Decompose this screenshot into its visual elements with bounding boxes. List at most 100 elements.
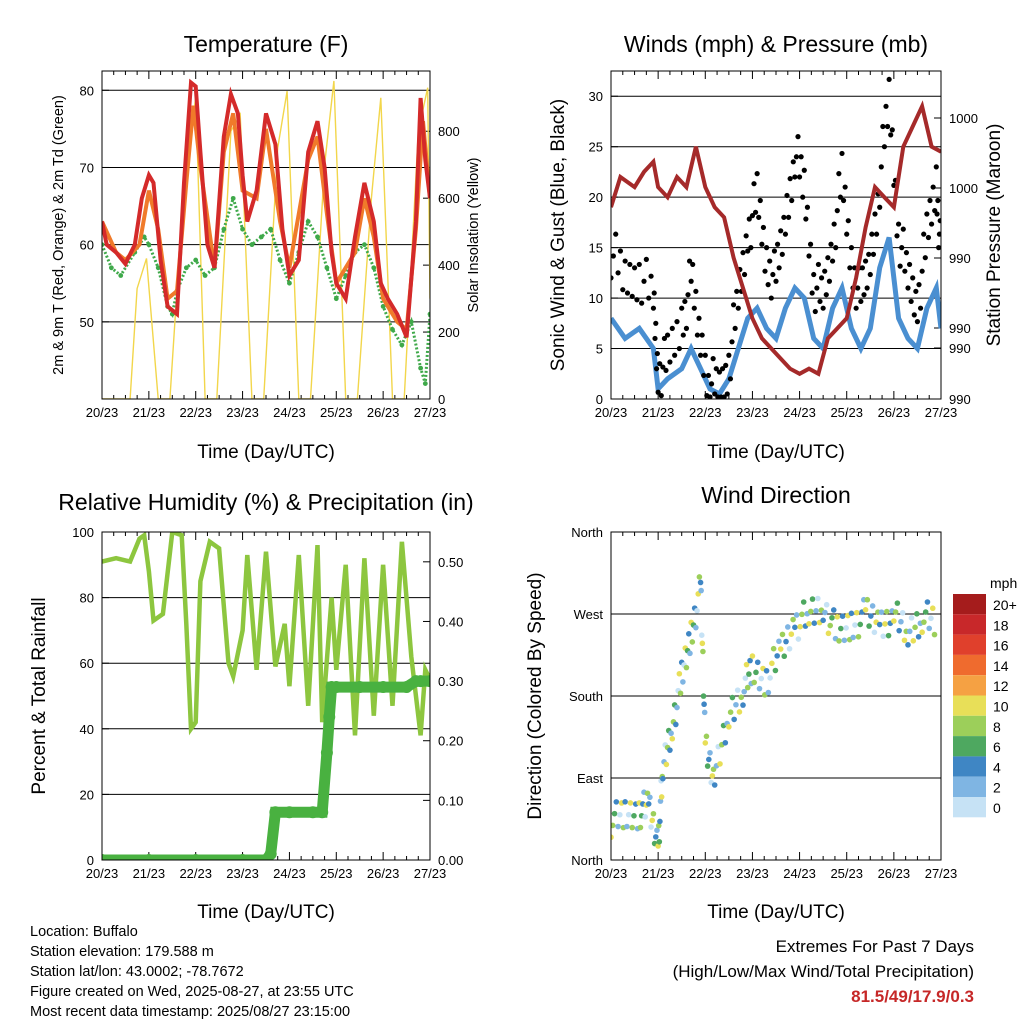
gust-point <box>785 214 792 220</box>
direction-point <box>800 599 807 605</box>
x-axis-label: Time (Day/UTC) <box>707 442 845 463</box>
direction-point <box>738 694 745 701</box>
direction-point <box>770 645 777 652</box>
x-tick-label: 25/23 <box>320 405 353 420</box>
direction-point <box>697 579 704 586</box>
legend-swatch <box>953 776 986 797</box>
direction-point <box>756 685 763 692</box>
direction-point <box>740 702 746 708</box>
y2-tick-label: 0.10 <box>438 793 463 808</box>
direction-point <box>892 609 899 615</box>
y-tick-label: South <box>569 689 603 704</box>
gust-point <box>672 352 678 358</box>
extremes-subtitle: (High/Low/Max Wind/Total Precipitation) <box>672 962 974 981</box>
info-latlon: Station lat/lon: 43.0002; -78.7672 <box>30 964 244 980</box>
gust-point <box>845 218 851 224</box>
legend-label: 8 <box>993 719 1001 735</box>
x-tick-label: 23/23 <box>226 866 259 881</box>
legend-swatch <box>953 736 986 757</box>
x-axis-label: Time (Day/UTC) <box>197 442 335 463</box>
gust-point <box>620 287 626 293</box>
gust-point <box>655 389 661 395</box>
info-created: Figure created on Wed, 2025-08-27, at 23… <box>30 984 354 1000</box>
gust-point <box>691 305 697 311</box>
direction-point <box>650 810 657 817</box>
direction-point <box>700 648 706 655</box>
direction-point <box>657 798 664 804</box>
gust-point <box>719 366 726 372</box>
y-tick-label: 50 <box>80 315 94 330</box>
direction-point <box>883 608 890 615</box>
y2-tick-label: 200 <box>438 325 460 340</box>
direction-point <box>711 782 718 788</box>
gust-point <box>653 366 660 372</box>
direction-point <box>707 749 713 756</box>
legend-label: 14 <box>993 658 1009 674</box>
x-tick-label: 20/23 <box>86 866 119 881</box>
direction-point <box>790 616 796 623</box>
direction-point <box>772 667 779 674</box>
direction-point <box>767 675 773 681</box>
direction-point <box>746 671 752 677</box>
panel-4: Wind Direction Time (Day/UTC) Direction (C… <box>525 482 1017 923</box>
gust-point <box>663 367 669 374</box>
direction-point <box>868 613 874 619</box>
y2-tick-label: 0.00 <box>438 853 463 868</box>
legend-label: 2 <box>993 780 1001 796</box>
gust-point <box>927 197 933 204</box>
direction-point <box>827 622 834 629</box>
gust-point <box>682 298 688 305</box>
legend-title: mph <box>990 575 1017 591</box>
gust-point <box>686 258 693 264</box>
panel-title: Temperature (F) <box>184 31 349 57</box>
x-tick-label: 20/23 <box>595 866 628 881</box>
direction-point <box>726 724 732 730</box>
y-tick-label: 60 <box>80 238 94 253</box>
plot-area <box>102 532 430 860</box>
extremes-title: Extremes For Past 7 Days <box>775 937 974 956</box>
gust-point <box>934 211 940 217</box>
gust-point <box>611 253 616 259</box>
y-axis-label: Sonic Wind & Gust (Blue, Black) <box>548 99 569 371</box>
direction-point <box>687 650 693 657</box>
direction-point <box>668 730 674 737</box>
direction-point <box>820 617 826 624</box>
gust-point <box>729 339 735 345</box>
series-sonic-wind <box>611 236 941 398</box>
direction-point <box>896 627 902 634</box>
gust-point <box>779 251 785 257</box>
panel-1: Temperature (F) Time (Day/UTC) 2m & 9m T (… <box>51 31 482 463</box>
gust-point <box>930 184 936 190</box>
legend-label: 16 <box>993 638 1009 654</box>
direction-point <box>792 624 798 631</box>
gust-point <box>911 312 917 318</box>
gust-point <box>702 352 708 358</box>
gust-point <box>765 282 771 288</box>
direction-point <box>912 624 918 631</box>
gust-point <box>809 290 815 296</box>
x-axis-label: Time (Day/UTC) <box>707 902 845 923</box>
direction-point <box>645 801 652 807</box>
x-tick-label: 26/23 <box>878 405 911 420</box>
y-tick-label: North <box>571 853 603 868</box>
x-tick-label: 24/23 <box>273 866 306 881</box>
direction-point <box>857 621 864 628</box>
direction-point <box>807 608 814 615</box>
direction-point <box>676 670 683 677</box>
legend-label: 10 <box>993 699 1009 715</box>
y-tick-label: 0 <box>596 392 603 407</box>
direction-point <box>674 704 680 711</box>
gust-point <box>818 275 825 281</box>
x-tick-label: 24/23 <box>783 405 816 420</box>
gust-point <box>697 352 704 358</box>
legend-swatch <box>953 675 986 696</box>
legend-swatch <box>953 654 986 676</box>
gust-point <box>913 288 919 294</box>
gust-point <box>792 174 798 180</box>
y2-axis-label: Solar Insolation (Yellow) <box>466 157 482 312</box>
direction-point <box>702 740 709 746</box>
gust-point <box>774 241 781 247</box>
gust-point <box>859 265 866 271</box>
gust-point <box>825 255 831 261</box>
gust-point <box>723 362 729 368</box>
